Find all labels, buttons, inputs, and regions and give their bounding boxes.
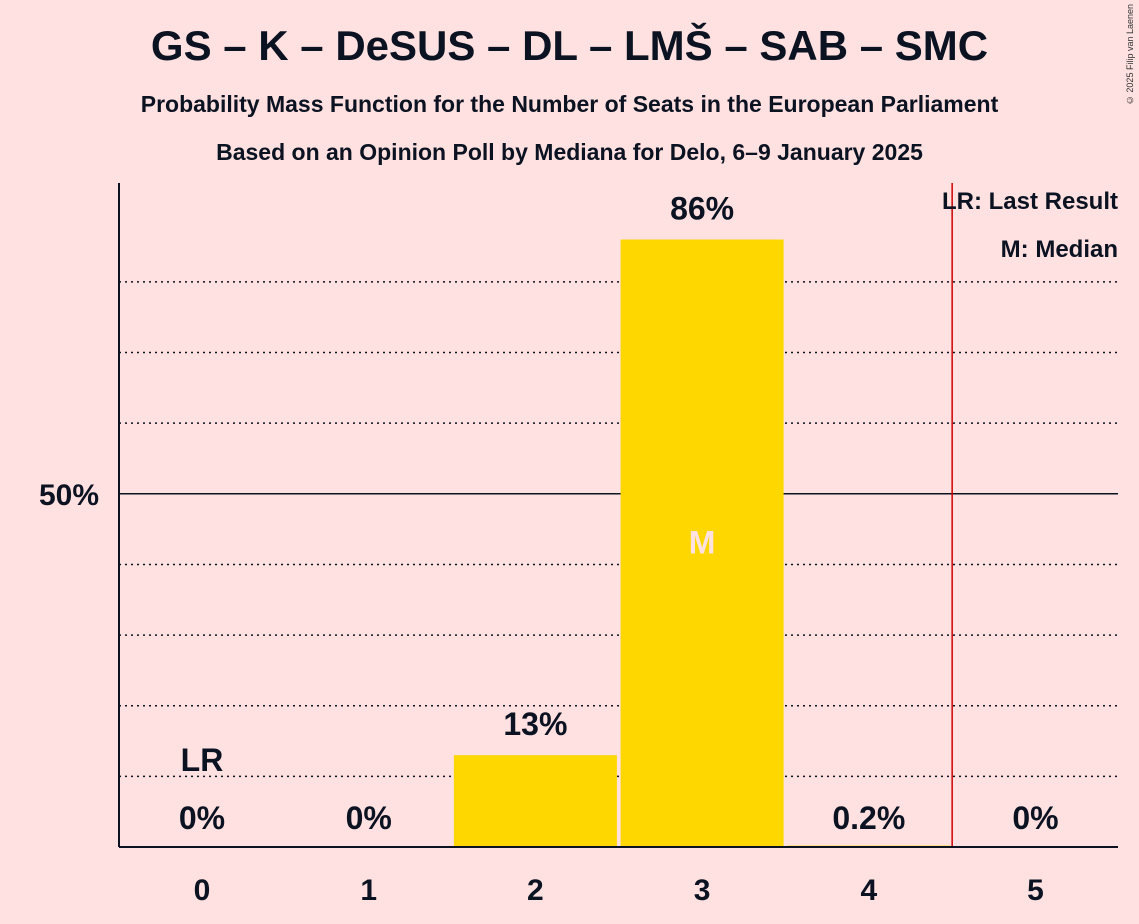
chart-title: GS – K – DeSUS – DL – LMŠ – SAB – SMC bbox=[150, 22, 989, 69]
x-tick-label-0: 0 bbox=[194, 874, 211, 907]
value-label-1: 0% bbox=[346, 800, 392, 836]
x-tick-label-3: 3 bbox=[694, 874, 711, 907]
legend-last-result: LR: Last Result bbox=[942, 188, 1118, 215]
value-label-4: 0.2% bbox=[832, 800, 905, 836]
x-tick-label-4: 4 bbox=[860, 874, 877, 907]
value-label-5: 0% bbox=[1012, 800, 1058, 836]
bar-2 bbox=[453, 755, 617, 847]
x-tick-label-2: 2 bbox=[527, 874, 544, 907]
value-label-2: 13% bbox=[503, 706, 567, 742]
value-label-0: 0% bbox=[179, 800, 225, 836]
x-tick-label-5: 5 bbox=[1027, 874, 1044, 907]
chart-source-line: Based on an Opinion Poll by Mediana for … bbox=[216, 139, 923, 165]
last-result-marker: LR bbox=[181, 742, 224, 778]
bar-3 bbox=[620, 239, 784, 848]
value-label-3: 86% bbox=[670, 191, 734, 227]
labels: 50% 0% 0 0% 1 13% 2 86% 3 0.2% 4 0% 5 M LR bbox=[39, 191, 1059, 907]
bars bbox=[453, 239, 951, 848]
median-marker: M bbox=[689, 524, 716, 560]
y-tick-label: 50% bbox=[39, 479, 99, 512]
gridlines bbox=[119, 281, 1118, 778]
chart-subtitle: Probability Mass Function for the Number… bbox=[140, 91, 999, 117]
legend-median: M: Median bbox=[1001, 236, 1118, 263]
x-tick-label-1: 1 bbox=[360, 874, 377, 907]
axes bbox=[118, 183, 1118, 848]
